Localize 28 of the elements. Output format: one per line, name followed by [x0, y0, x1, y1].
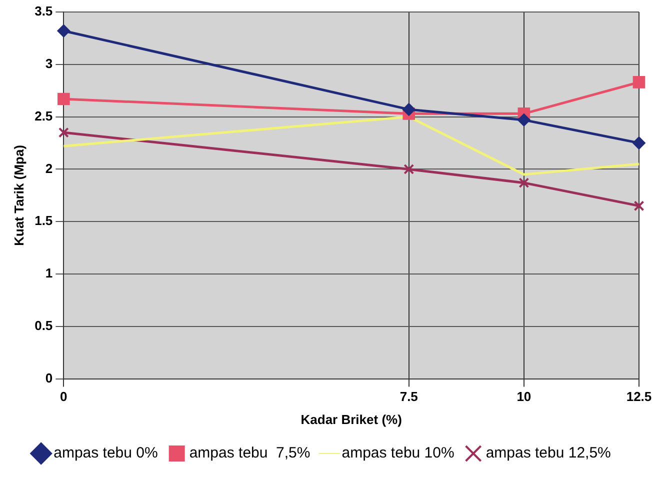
point — [632, 76, 646, 88]
legend-label: ampas tebu 10% — [342, 444, 454, 462]
legend-label: ampas tebu 12,5% — [486, 444, 611, 462]
point — [58, 127, 69, 138]
point — [402, 102, 416, 116]
legend-label: ampas tebu 7,5% — [189, 444, 310, 462]
point — [58, 92, 70, 106]
x-tick-label: 0 — [60, 389, 68, 404]
y-tick-label: 0 — [45, 370, 53, 386]
point — [634, 200, 644, 212]
y-axis-title: Kuat Tarik (Mpa) — [11, 144, 26, 246]
y-tick-label: 1 — [45, 266, 53, 281]
x-tick-label: 12.5 — [626, 389, 652, 404]
point — [518, 178, 530, 188]
x-axis-title: Kadar Briket (%) — [300, 412, 402, 427]
point — [632, 136, 646, 150]
legend-label: ampas tebu 0% — [54, 444, 158, 462]
x-tick-label: 7.5 — [400, 389, 418, 404]
y-tick-label: 1.5 — [34, 213, 53, 228]
point — [57, 24, 70, 38]
x-tick-label: 10 — [516, 389, 532, 404]
y-tick-label: 2 — [45, 160, 53, 176]
point — [404, 164, 414, 174]
y-tick-label: 0.5 — [34, 318, 53, 333]
y-tick-label: 3.5 — [34, 4, 53, 19]
point — [517, 113, 530, 126]
y-tick-label: 3 — [45, 56, 53, 71]
y-tick-label: 2.5 — [34, 108, 53, 124]
